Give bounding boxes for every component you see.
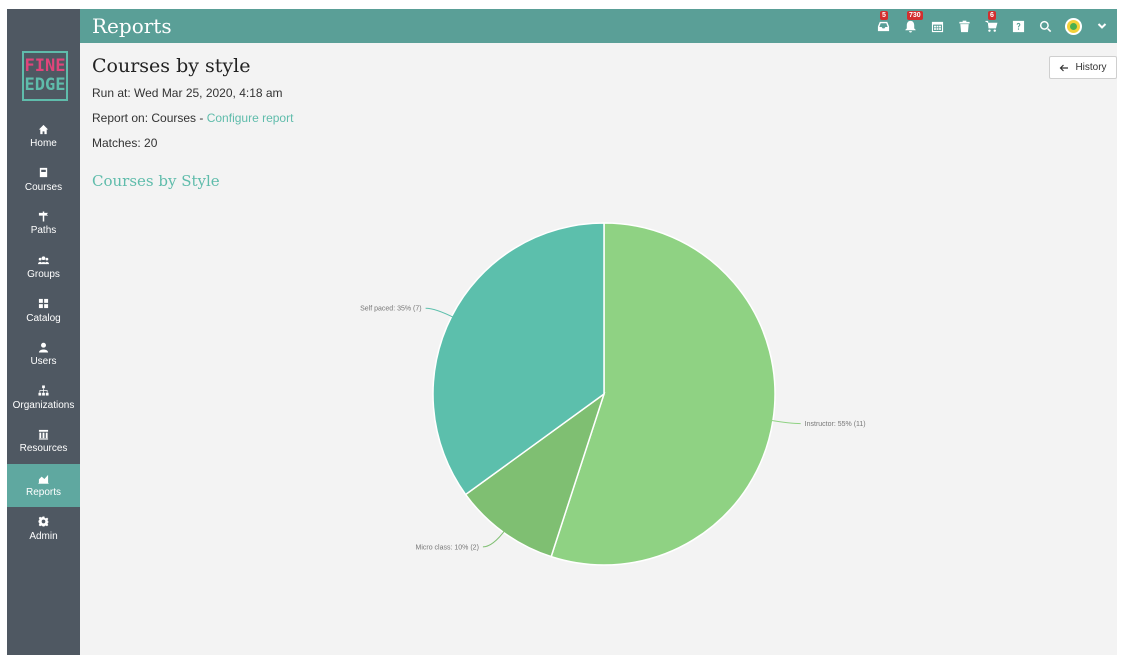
pie-chart: Instructor: 55% (11) Micro class: 10% (2)… bbox=[360, 222, 866, 566]
sidebar-item-users[interactable]: Users bbox=[7, 333, 80, 377]
report-on-line: Report on: Courses - Configure report bbox=[92, 111, 293, 125]
chevron-down-icon bbox=[1097, 23, 1107, 29]
cart-badge: 6 bbox=[988, 11, 996, 20]
calendar-button[interactable] bbox=[930, 19, 944, 33]
sidebar-item-label: Groups bbox=[27, 269, 60, 281]
slice-label-instructor: Instructor: 55% (11) bbox=[805, 421, 866, 428]
user-icon bbox=[38, 341, 50, 353]
slice-label-micro-class: Micro class: 10% (2) bbox=[416, 544, 479, 551]
account-menu-button[interactable] bbox=[1095, 19, 1109, 33]
notifications-button[interactable]: 730 bbox=[903, 11, 923, 33]
home-icon bbox=[38, 123, 50, 135]
sidebar-item-admin[interactable]: Admin bbox=[7, 507, 80, 551]
sidebar-item-resources[interactable]: Resources bbox=[7, 420, 80, 464]
sidebar-item-label: Users bbox=[30, 356, 57, 368]
leader-line-self-paced bbox=[425, 307, 456, 319]
page-title: Courses by style bbox=[92, 55, 251, 77]
sidebar-item-label: Reports bbox=[25, 487, 61, 499]
calendar-icon bbox=[931, 21, 943, 32]
logo-line2: EDGE bbox=[24, 75, 66, 95]
sidebar: FINE EDGE Home Courses Paths bbox=[7, 9, 80, 655]
history-button[interactable]: History bbox=[1049, 56, 1117, 79]
notifications-badge: 730 bbox=[907, 11, 923, 20]
gear-icon bbox=[38, 516, 50, 528]
sidebar-item-label: Home bbox=[30, 138, 57, 150]
trash-icon bbox=[958, 20, 970, 32]
logo-area: FINE EDGE bbox=[7, 9, 80, 109]
org-icon bbox=[38, 385, 50, 397]
sidebar-item-label: Resources bbox=[19, 443, 68, 455]
logo-line1: FINE bbox=[24, 56, 66, 76]
sidebar-item-home[interactable]: Home bbox=[7, 115, 80, 159]
search-button[interactable] bbox=[1038, 19, 1052, 33]
sidebar-item-label: Catalog bbox=[26, 312, 61, 324]
sidebar-item-organizations[interactable]: Organizations bbox=[7, 377, 80, 421]
top-icons: 5 730 6 bbox=[876, 9, 1109, 43]
matches-text: Matches: 20 bbox=[92, 136, 158, 150]
configure-report-link[interactable]: Configure report bbox=[206, 111, 294, 125]
avatar[interactable] bbox=[1065, 17, 1082, 35]
sidebar-item-label: Paths bbox=[30, 225, 57, 237]
avatar-dot bbox=[1070, 22, 1077, 30]
sidebar-item-catalog[interactable]: Catalog bbox=[7, 289, 80, 333]
inbox-button[interactable]: 5 bbox=[876, 11, 890, 33]
sidebar-item-label: Admin bbox=[29, 530, 58, 542]
library-icon bbox=[38, 428, 50, 440]
sidebar-item-groups[interactable]: Groups bbox=[7, 246, 80, 290]
signpost-icon bbox=[38, 210, 50, 222]
chart-title: Courses by Style bbox=[92, 172, 220, 190]
sidebar-item-label: Organizations bbox=[12, 399, 75, 411]
help-icon bbox=[1012, 20, 1024, 32]
cart-icon bbox=[984, 20, 997, 32]
bell-icon bbox=[904, 20, 916, 33]
top-bar: Reports 5 730 6 bbox=[80, 9, 1117, 43]
help-button[interactable] bbox=[1011, 19, 1025, 33]
slice-label-self-paced: Self paced: 35% (7) bbox=[360, 306, 421, 313]
sidebar-item-courses[interactable]: Courses bbox=[7, 159, 80, 203]
chart-icon bbox=[38, 472, 50, 484]
logo[interactable]: FINE EDGE bbox=[22, 51, 68, 101]
leader-line-micro-class bbox=[482, 528, 507, 548]
sidebar-item-reports[interactable]: Reports bbox=[7, 463, 80, 508]
app-title: Reports bbox=[92, 14, 172, 38]
app-frame: FINE EDGE Home Courses Paths bbox=[7, 9, 1117, 655]
report-on-text: Report on: Courses - bbox=[92, 111, 207, 125]
history-label: History bbox=[1075, 62, 1107, 73]
cart-button[interactable]: 6 bbox=[984, 11, 998, 33]
inbox-icon bbox=[877, 21, 889, 31]
sidebar-item-paths[interactable]: Paths bbox=[7, 202, 80, 246]
book-icon bbox=[38, 167, 50, 179]
sidebar-item-label: Courses bbox=[24, 181, 63, 193]
search-icon bbox=[1039, 20, 1051, 32]
trash-button[interactable] bbox=[957, 19, 971, 33]
groups-icon bbox=[38, 254, 50, 266]
grid-icon bbox=[38, 298, 50, 310]
inbox-badge: 5 bbox=[880, 11, 888, 20]
arrow-left-icon bbox=[1060, 64, 1069, 71]
run-at-text: Run at: Wed Mar 25, 2020, 4:18 am bbox=[92, 86, 283, 100]
sidebar-nav: Home Courses Paths Groups bbox=[7, 115, 80, 551]
leader-line-instructor bbox=[768, 419, 801, 425]
main-content: Instructor: 55% (11) Micro class: 10% (2)… bbox=[80, 43, 1117, 655]
